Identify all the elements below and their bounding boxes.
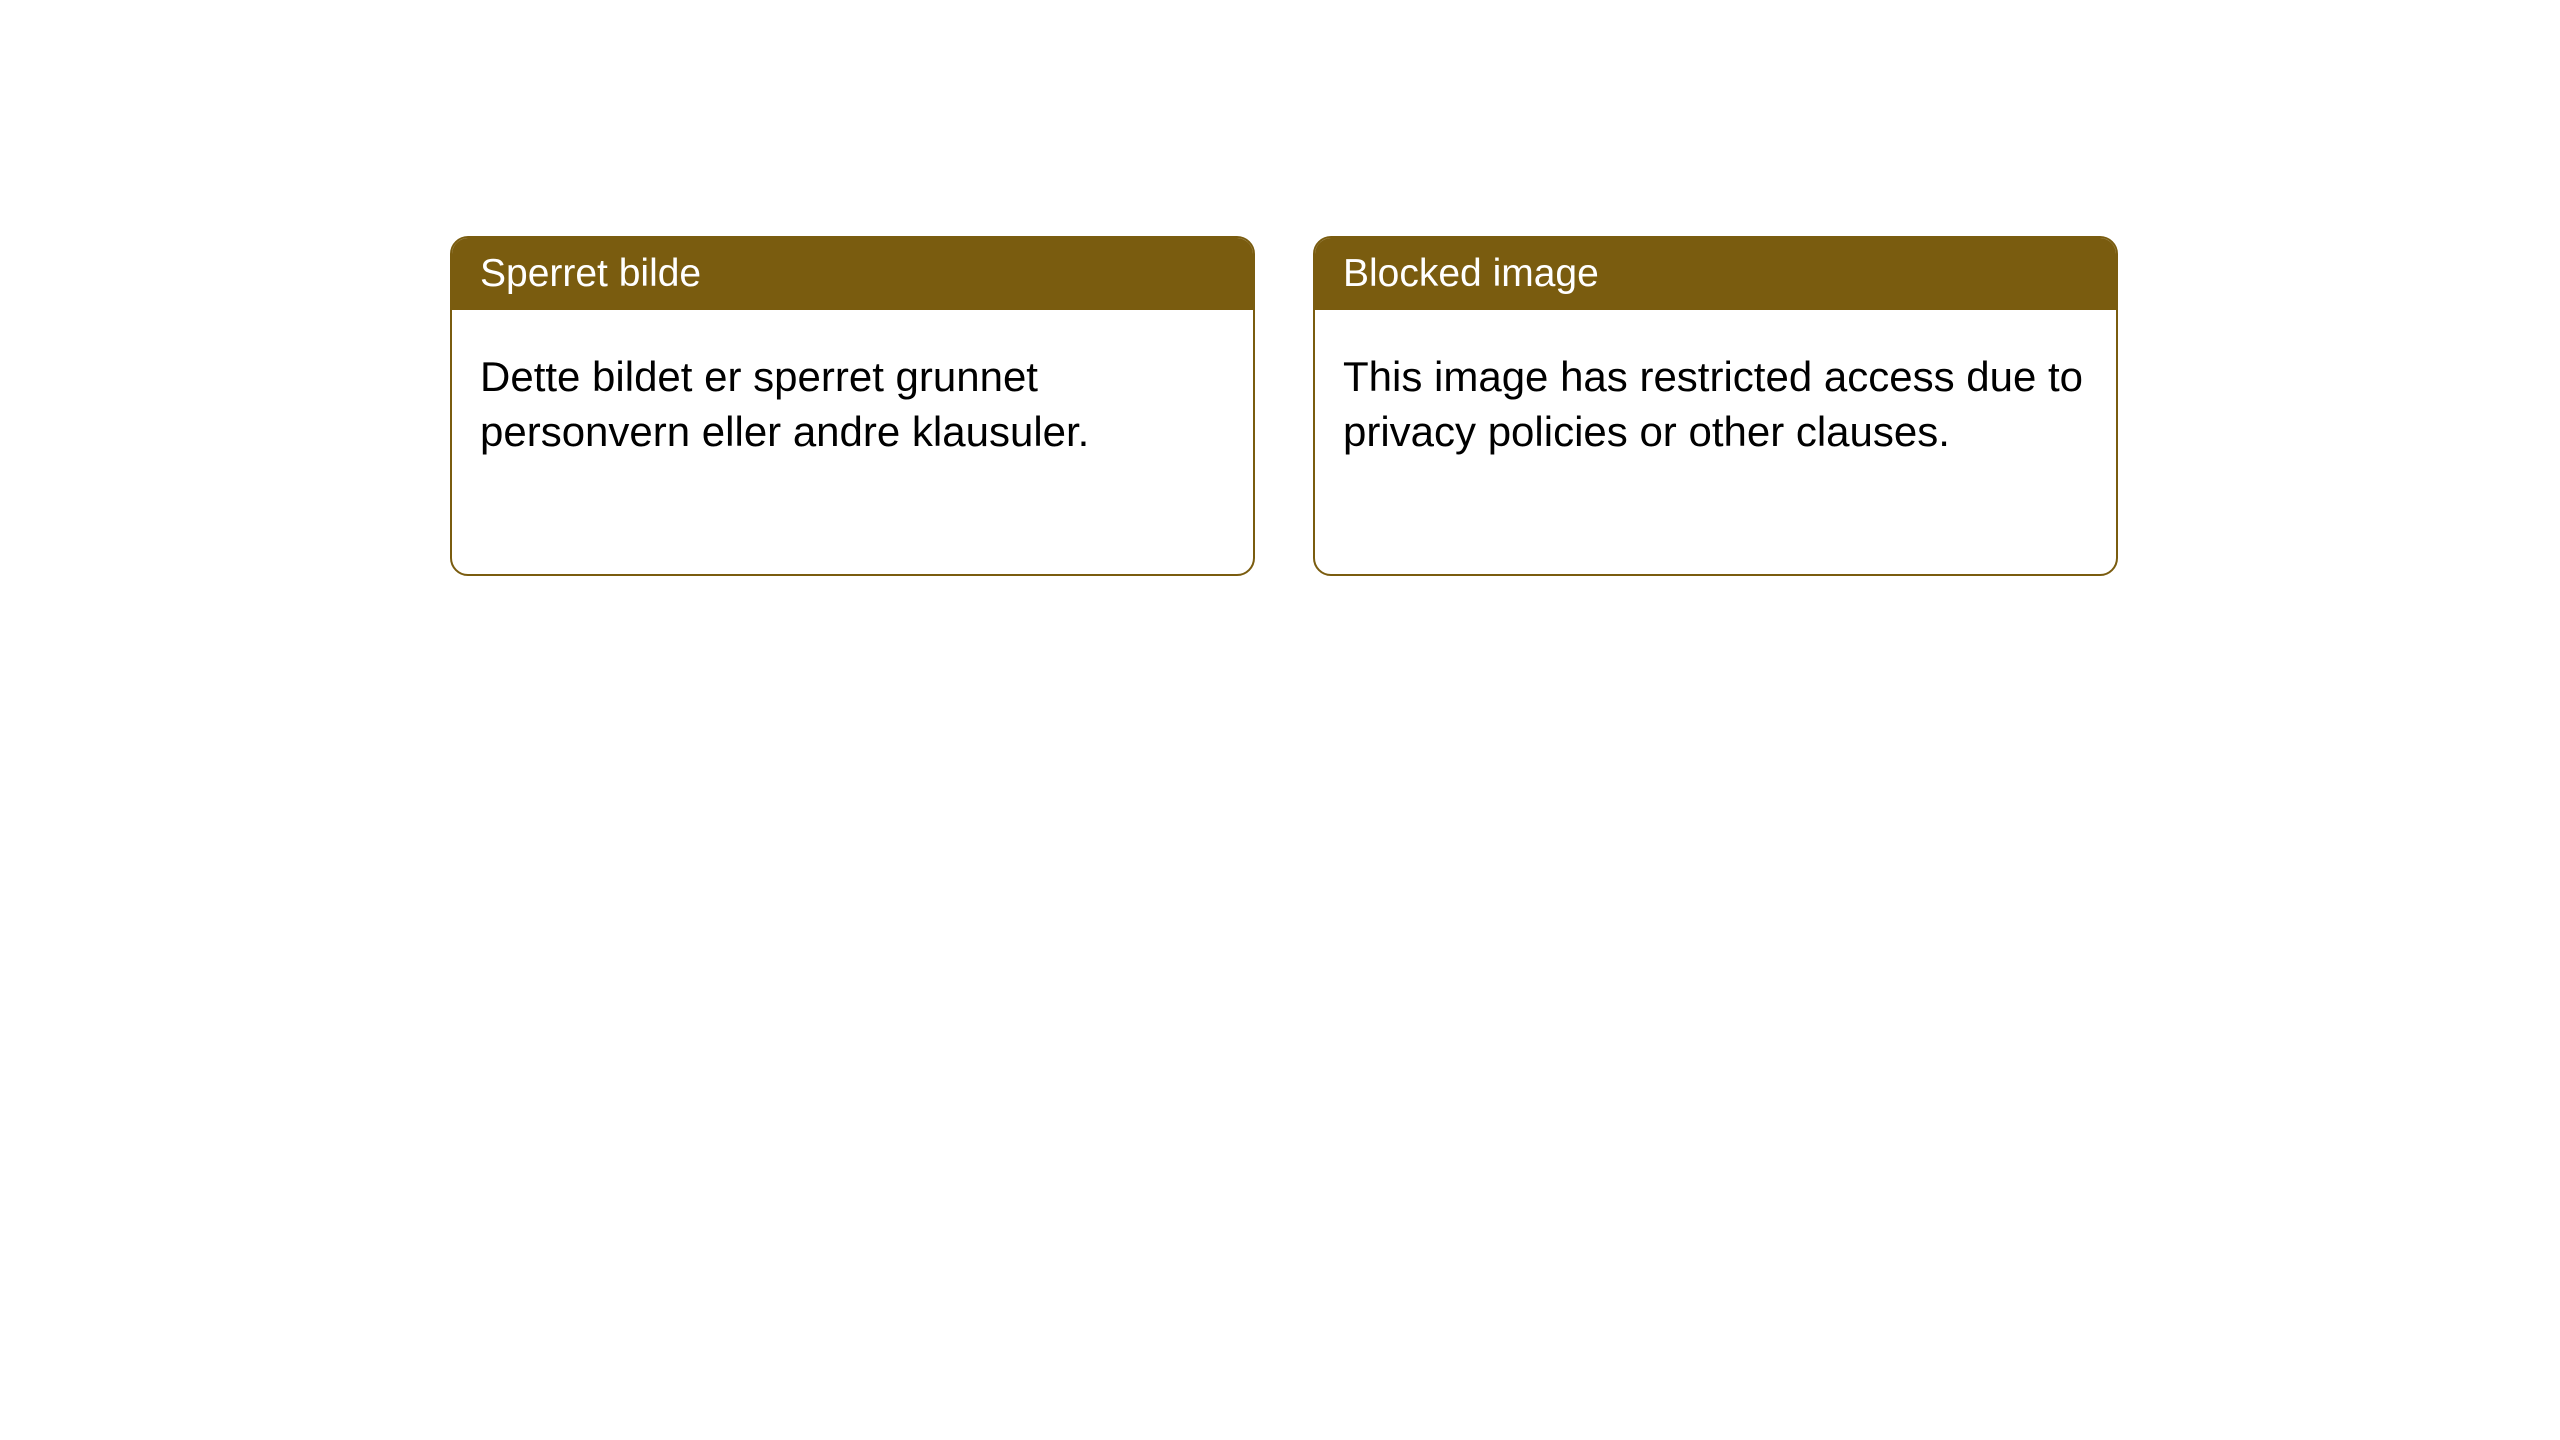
card-body-text-en: This image has restricted access due to … xyxy=(1343,353,2083,455)
card-body-text-no: Dette bildet er sperret grunnet personve… xyxy=(480,353,1089,455)
card-body-no: Dette bildet er sperret grunnet personve… xyxy=(452,310,1253,499)
card-title-en: Blocked image xyxy=(1343,252,1599,295)
card-body-en: This image has restricted access due to … xyxy=(1315,310,2116,499)
card-title-no: Sperret bilde xyxy=(480,252,701,295)
blocked-image-card-en: Blocked image This image has restricted … xyxy=(1313,236,2118,576)
card-header-en: Blocked image xyxy=(1315,238,2116,310)
cards-container: Sperret bilde Dette bildet er sperret gr… xyxy=(450,236,2118,576)
blocked-image-card-no: Sperret bilde Dette bildet er sperret gr… xyxy=(450,236,1255,576)
card-header-no: Sperret bilde xyxy=(452,238,1253,310)
